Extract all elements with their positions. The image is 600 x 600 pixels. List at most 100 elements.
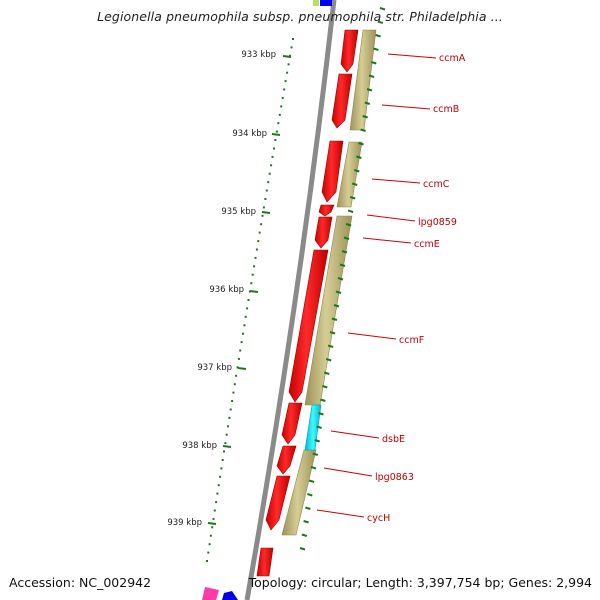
inner-dash: [316, 425, 322, 429]
feature-partial-top-blue: [320, 0, 332, 6]
leader-line: [330, 430, 380, 439]
inner-dash: [335, 290, 342, 294]
gc-dot: [244, 315, 247, 318]
gene-label-lpg0863: lpg0863: [375, 472, 414, 483]
feature-partial-bottom-blue: [222, 591, 238, 600]
tick-mark: [282, 55, 292, 58]
leader-line: [347, 332, 397, 340]
inner-dash: [322, 385, 328, 389]
inner-dash: [301, 533, 308, 537]
gc-dot: [239, 349, 242, 352]
gc-dot: [248, 290, 251, 293]
cds-track: [256, 29, 359, 577]
inner-dash: [305, 506, 311, 510]
inner-dash: [345, 223, 352, 227]
gc-dot: [231, 400, 234, 402]
tick-mark: [261, 211, 271, 214]
gene-label-ccmA: ccmA: [439, 53, 466, 64]
gc-dot: [227, 425, 229, 428]
gc-dot: [265, 189, 268, 192]
tick-mark: [222, 445, 232, 448]
gc-dot: [208, 543, 211, 546]
inner-dash: [358, 142, 364, 146]
gc-dot: [264, 198, 267, 200]
gc-dot: [271, 155, 274, 158]
leader-line: [323, 467, 373, 477]
inner-dash: [349, 196, 356, 200]
tick-mark: [207, 522, 217, 525]
gc-dot: [213, 509, 216, 512]
genome-backbone: [244, 0, 337, 600]
tan-feature: [336, 141, 363, 208]
gene-label-ccmF: ccmF: [399, 335, 424, 346]
gene-label-ccmC: ccmC: [423, 179, 450, 190]
inner-dash: [303, 520, 309, 524]
inner-dash: [331, 317, 338, 321]
gc-dot: [228, 416, 231, 419]
gc-dot: [235, 374, 238, 377]
inner-dash: [312, 452, 319, 456]
inner-dash: [356, 155, 362, 159]
gc-dot: [233, 383, 236, 386]
gc-dot: [247, 299, 250, 301]
inner-dash: [373, 47, 379, 51]
gc-dot: [229, 408, 232, 411]
inner-dash: [379, 7, 386, 11]
gene-label-cycH: cycH: [367, 513, 390, 524]
cds-cycH: [265, 475, 291, 531]
tick-mark: [237, 367, 247, 370]
gc-dot: [262, 206, 265, 209]
gc-dot: [287, 63, 290, 66]
gc-dot: [243, 324, 246, 327]
gc-dot: [225, 433, 228, 436]
gc-dot: [281, 96, 284, 99]
leader-line: [316, 509, 365, 518]
inner-dash: [377, 20, 384, 24]
inner-tick-marks: [299, 7, 386, 551]
gc-dot: [224, 442, 227, 445]
inner-dash: [320, 398, 326, 402]
tick-label: 936 kbp: [209, 285, 244, 295]
gc-dot: [278, 113, 281, 116]
inner-dash: [333, 304, 340, 308]
inner-dash: [375, 34, 381, 38]
gc-dot: [207, 551, 210, 554]
gc-dot: [223, 450, 225, 453]
gc-dot: [258, 231, 261, 234]
gc-dot: [286, 71, 289, 74]
inner-dash: [354, 169, 360, 173]
tick-mark: [249, 290, 259, 293]
inner-dash: [364, 101, 371, 105]
gene-label-lpg0859: lpg0859: [418, 217, 457, 228]
gc-dot: [255, 248, 258, 251]
gc-dot: [268, 172, 271, 175]
inner-dash: [337, 277, 344, 281]
inner-dash: [347, 209, 354, 213]
cds-lpg0859: [318, 204, 335, 217]
cds-partial-bottom: [256, 547, 274, 577]
gene-labels: ccmA ccmB ccmC lpg0859 ccmE ccmF dsbE lp…: [316, 53, 466, 524]
inner-dash: [351, 182, 358, 186]
gc-dot: [277, 122, 280, 125]
feature-partial-top-green: [313, 0, 319, 6]
leader-line: [362, 237, 412, 244]
inner-dash: [360, 128, 366, 132]
gc-dot: [221, 459, 224, 461]
cds-lpg0863: [276, 445, 297, 475]
inner-dash: [371, 61, 377, 65]
inner-dash: [327, 344, 334, 348]
gc-dot: [283, 88, 286, 91]
gc-dot: [215, 501, 218, 504]
gc-dot: [240, 341, 243, 344]
gc-dot: [267, 181, 270, 184]
inner-dash: [343, 236, 350, 240]
gc-dot: [273, 147, 275, 150]
cds-ccmA: [340, 29, 359, 73]
gc-dot: [251, 273, 254, 276]
gc-dot: [289, 54, 291, 57]
gc-dot: [236, 366, 239, 369]
topology-text: Topology: circular; Length: 3,397,754 bp…: [248, 575, 592, 590]
leader-line: [366, 214, 416, 222]
gc-dot: [284, 80, 287, 83]
